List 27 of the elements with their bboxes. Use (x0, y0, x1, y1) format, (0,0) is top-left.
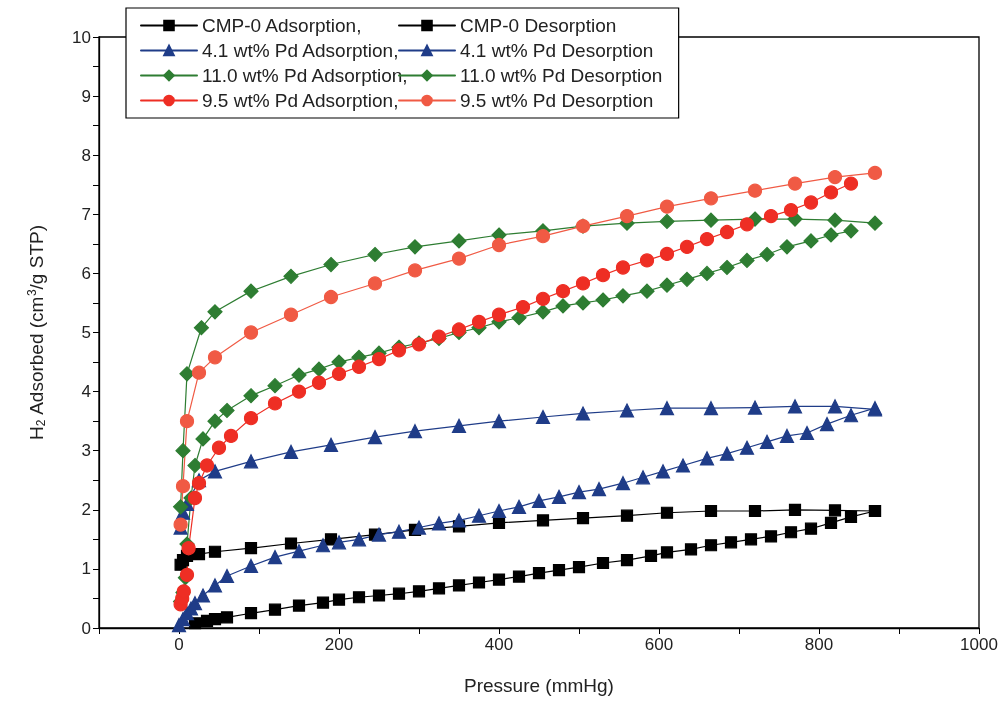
y-tick-label: 4 (81, 382, 91, 402)
y-axis-title: H2 Adsorbed (cm3/g STP) (25, 224, 48, 441)
y-tick-label: 3 (81, 441, 91, 461)
y-tick-label: 1 (81, 559, 91, 579)
y-tick-label: 6 (81, 263, 91, 283)
x-tick-label: 0 (174, 635, 184, 654)
x-tick-label: 400 (484, 635, 514, 654)
y-tick-label: 2 (81, 500, 91, 520)
y-tick-label: 8 (81, 145, 91, 165)
x-tick-label: 200 (324, 635, 354, 654)
y-tick-label: 10 (72, 27, 91, 47)
legend-label: 11.0 wt% Pd Desorption (460, 65, 663, 86)
x-axis-title: Pressure (mmHg) (464, 675, 614, 696)
y-tick-label: 7 (81, 204, 91, 224)
legend-label: 9.5 wt% Pd Desorption (460, 90, 654, 111)
x-tick-label: 1000 (960, 635, 998, 654)
legend-label: CMP-0 Desorption (460, 15, 617, 36)
legend-label: 4.1 wt% Pd Adsorption, (202, 40, 399, 61)
y-tick-label: 0 (81, 618, 91, 638)
legend-label: 4.1 wt% Pd Desorption (460, 40, 654, 61)
x-tick-label: 800 (804, 635, 834, 654)
y-tick-label: 9 (81, 86, 91, 106)
legend-label: CMP-0 Adsorption, (202, 15, 362, 36)
y-tick-label: 5 (81, 323, 91, 342)
legend-label: 9.5 wt% Pd Adsorption, (202, 90, 399, 111)
legend-label: 11.0 wt% Pd Adsorption, (202, 65, 408, 86)
x-tick-label: 600 (644, 635, 674, 654)
